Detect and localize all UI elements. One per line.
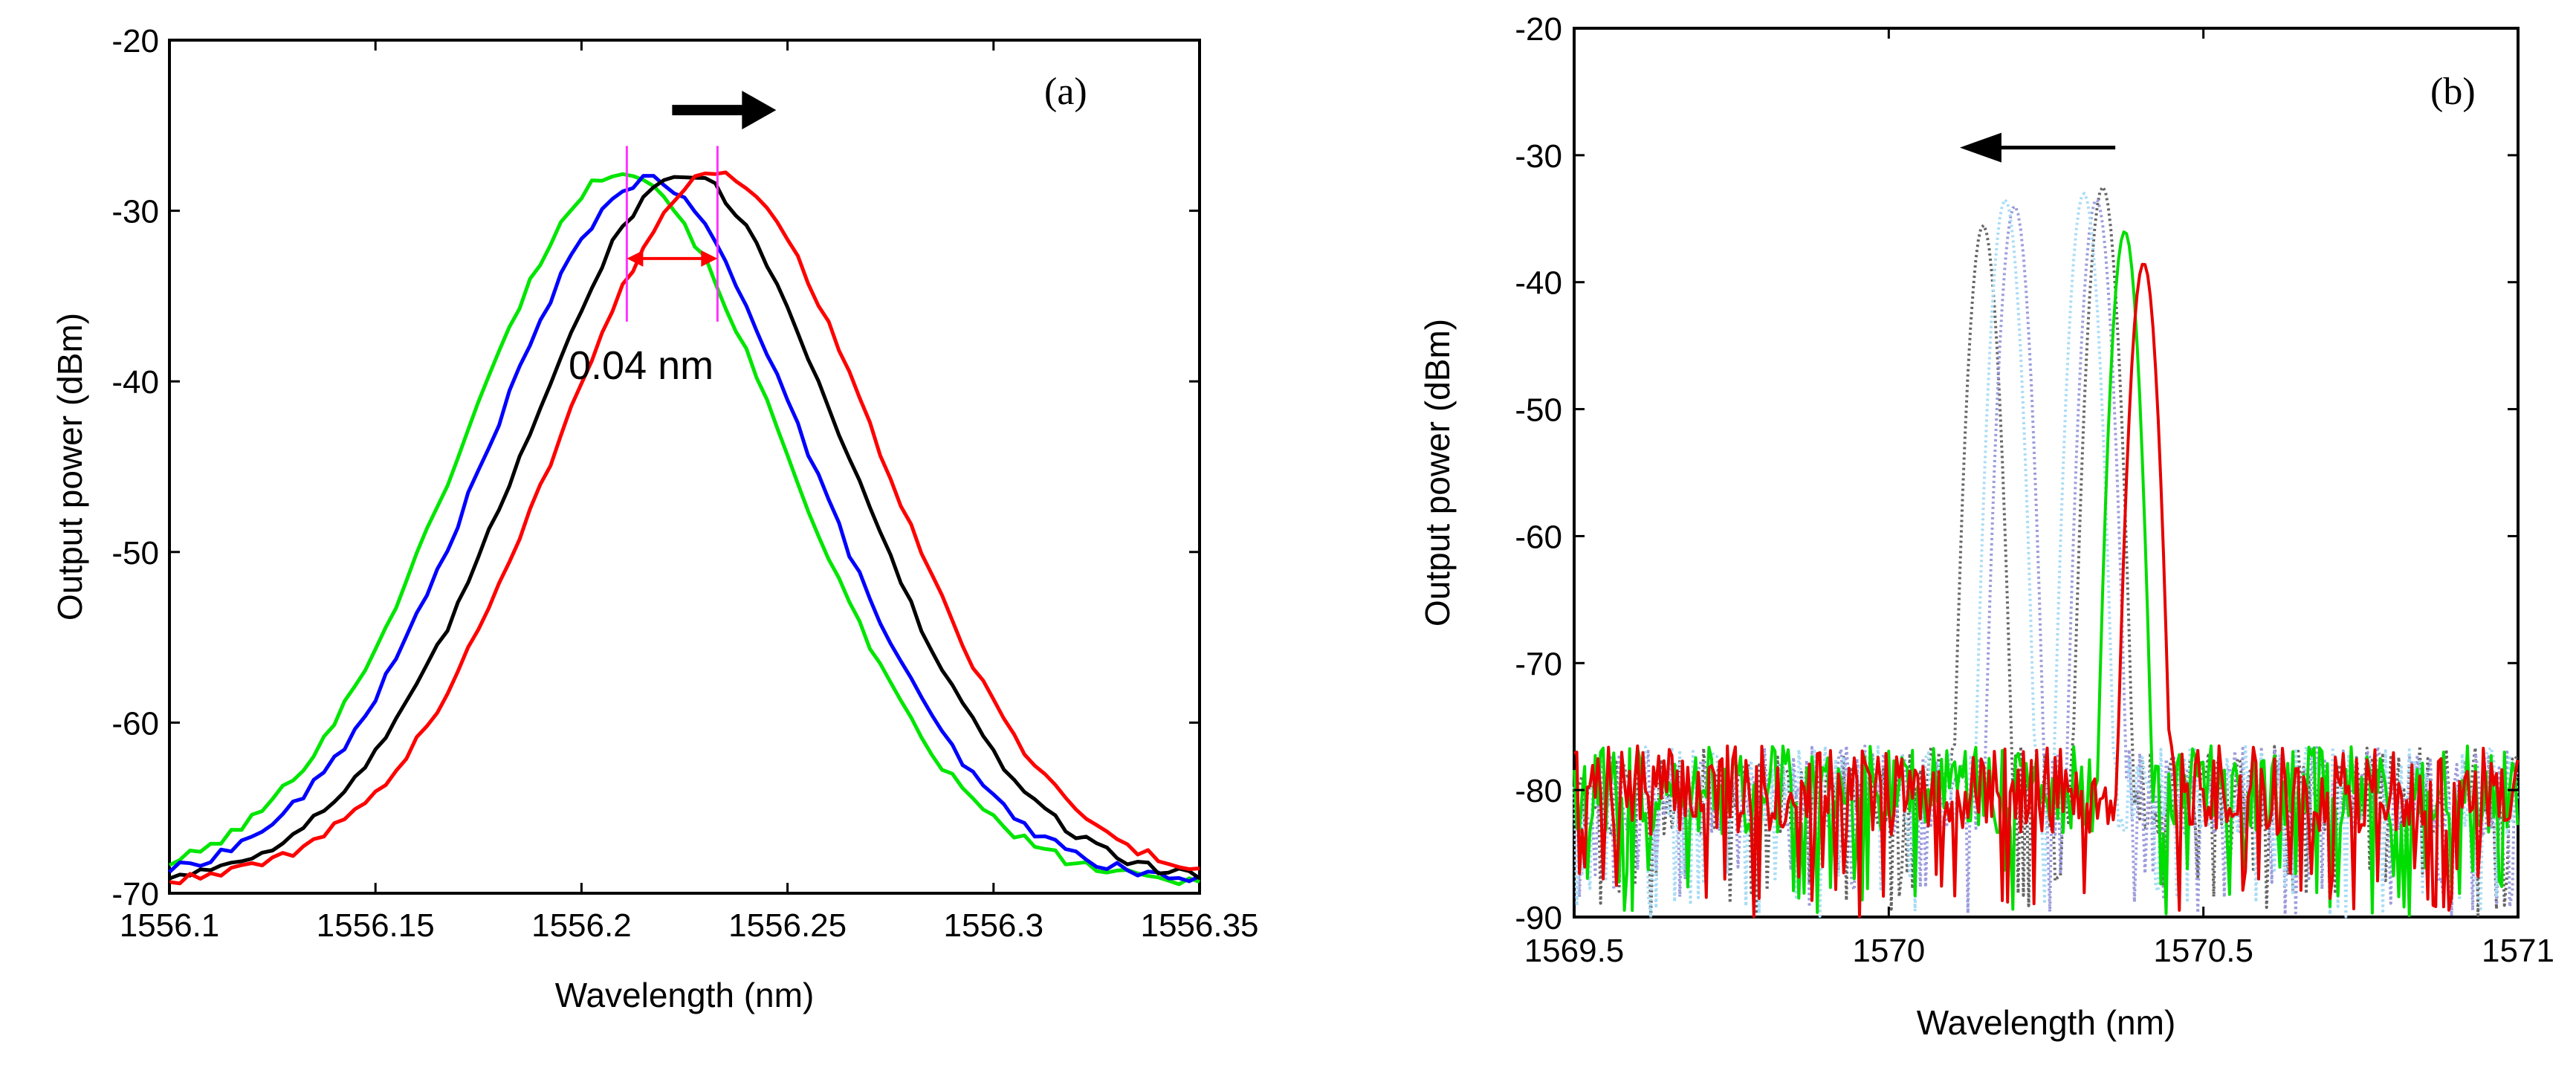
panel-b-x-tick-label: 1570.5 [2153,933,2253,969]
panel-a-label: (a) [1044,71,1087,113]
panel-a-series-group [168,170,1201,887]
panel-b-y-axis-label: Output power (dBm) [1418,319,1457,626]
panel-b-x-tick-label: 1569.5 [1524,933,1625,969]
panel-a-y-tick-label: -30 [111,194,159,230]
panel-a-y-tick-label: -70 [111,876,159,913]
panel-b-chart: 1569.5 1570 1570.5 1571 -90 -80 -70 -60 -50 -40 -3… [1418,11,2554,1042]
panel-a-x-axis-label: Wavelength (nm) [555,976,815,1014]
panel-b-axes-frame [1573,27,2520,919]
panel-a-x-tick-label: 1556.3 [944,907,1044,944]
panel-b-series-group [1573,185,2520,919]
panel-a-x-tick-label: 1556.25 [728,907,847,944]
panel-b-annotations [1959,132,2116,163]
panel-a-y-axis-label: Output power (dBm) [51,313,89,621]
panel-b-y-tick-label: -70 [1515,646,1562,682]
panel-a-series-black [169,175,1201,881]
panel-a-annotation-width: 0.04 nm [569,343,713,388]
panel-b-shift-arrowhead [1959,132,2001,163]
panel-a-series-red [169,170,1200,886]
panel-a-series-green [168,172,1200,887]
panel-b-x-tick-label: 1570 [1852,933,1925,969]
panel-b-y-tick-label: -20 [1515,11,1562,48]
panel-b-series-red [1573,262,2520,919]
panel-b-y-tick-label: -50 [1515,392,1562,429]
panel-a-ticks: 1556.1 1556.15 1556.2 1556.25 1556.3 1556.35 -… [111,23,1258,944]
panel-b-y-tick-label: -40 [1515,265,1562,302]
panel-a-y-tick-label: -40 [111,364,159,401]
panel-a-x-tick-label: 1556.2 [531,907,632,944]
panel-a-series-blue [168,174,1201,884]
panel-a-annotations [625,91,777,322]
panel-a-axes-frame [168,39,1201,895]
panel-a-chart: 1556.1 1556.15 1556.2 1556.25 1556.3 1556.35 -… [51,23,1259,1014]
panel-b-y-tick-label: -60 [1515,519,1562,555]
panel-a-y-tick-label: -20 [111,23,159,59]
panel-b-y-tick-label: -80 [1515,773,1562,809]
panel-b-y-tick-label: -90 [1515,900,1562,936]
panel-b-x-axis-label: Wavelength (nm) [1917,1003,2176,1042]
panel-b-y-tick-label: -30 [1515,138,1562,175]
panel-a-x-tick-label: 1556.15 [317,907,435,944]
panel-a-y-tick-label: -50 [111,535,159,571]
panel-a-x-tick-label: 1556.35 [1140,907,1258,944]
panel-b-x-tick-label: 1571 [2482,933,2554,969]
panel-b-label: (b) [2430,71,2476,113]
panel-a-y-tick-label: -60 [111,705,159,742]
panel-a-shift-arrowhead [742,91,777,130]
panel-a-width-arrowhead-right [701,250,718,267]
panel-b-ticks: 1569.5 1570 1570.5 1571 -90 -80 -70 -60 -50 -40 -3… [1515,11,2554,969]
panel-a-x-tick-label: 1556.1 [120,907,220,944]
panel-a-width-arrowhead-left [627,250,644,267]
